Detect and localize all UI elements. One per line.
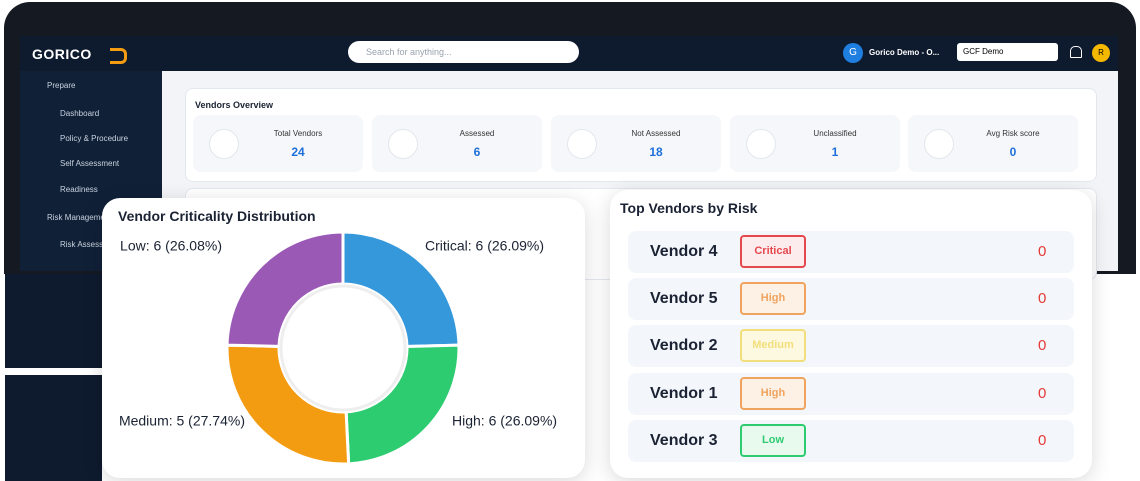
logo-mark	[110, 48, 127, 64]
vendor-row[interactable]: Vendor 2 Medium 0	[628, 325, 1074, 367]
stat-label: Unclassified	[813, 129, 857, 138]
vendor-row[interactable]: Vendor 3 Low 0	[628, 420, 1074, 462]
donut-slice	[225, 230, 345, 348]
nav-item[interactable]: Prepare	[47, 81, 76, 90]
vendor-name: Vendor 3	[650, 432, 718, 449]
slice-label: Critical: 6 (26.09%)	[425, 238, 544, 254]
vendor-name: Vendor 2	[650, 337, 718, 354]
stat-card: Unclassified 1	[730, 115, 900, 172]
stat-card: Avg Risk score 0	[908, 115, 1078, 172]
risk-badge: Medium	[740, 329, 806, 362]
nav-item[interactable]: Risk Management	[47, 213, 112, 222]
donut-chart: Critical: 6 (26.09%) High: 6 (26.09%) Medi…	[119, 230, 557, 466]
vendor-row[interactable]: Vendor 5 High 0	[628, 278, 1074, 320]
overview-title: Vendors Overview	[195, 100, 274, 110]
risk-badge: Critical	[740, 235, 806, 268]
nav-item[interactable]: Dashboard	[60, 109, 100, 118]
stat-value: 24	[291, 145, 305, 159]
risk-score: 0	[1038, 432, 1047, 449]
vendor-row[interactable]: Vendor 1 High 0	[628, 373, 1074, 415]
stat-value: 0	[1009, 145, 1017, 159]
user-icon[interactable]: G	[843, 43, 863, 63]
chart-title: Vendor Criticality Distribution	[118, 208, 316, 224]
risk-badge: High	[740, 377, 806, 410]
avatar[interactable]: R	[1092, 44, 1110, 62]
stat-label: Assessed	[459, 129, 495, 138]
donut-slice	[225, 343, 351, 466]
nav-item[interactable]: Policy & Procedure	[60, 134, 129, 143]
vendor-row[interactable]: Vendor 4 Critical 0	[628, 231, 1074, 273]
stat-label: Total Vendors	[273, 129, 323, 138]
stat-icon	[388, 129, 418, 159]
stat-card: Not Assessed 18	[551, 115, 721, 172]
nav-item[interactable]: Risk Assessment	[60, 240, 121, 249]
device-base	[5, 375, 102, 481]
vendor-name: Vendor 5	[650, 290, 718, 307]
framework-select[interactable]: GCF Demo	[957, 43, 1058, 61]
stat-icon	[209, 129, 239, 159]
stat-value: 1	[831, 145, 839, 159]
risk-score: 0	[1038, 385, 1047, 402]
user-name[interactable]: Gorico Demo - O...	[869, 48, 940, 57]
stat-label: Not Assessed	[631, 129, 681, 138]
risk-badge: Low	[740, 424, 806, 457]
search-placeholder: Search for anything...	[366, 47, 452, 57]
top-vendors-card: Top Vendors by Risk Vendor 4 Critical 0 Ven…	[610, 190, 1092, 478]
donut-hole-shadow	[279, 284, 407, 412]
stat-card: Assessed 6	[372, 115, 542, 172]
bell-icon[interactable]	[1070, 46, 1082, 58]
stat-icon	[746, 129, 776, 159]
stat-label: Avg Risk score	[986, 129, 1040, 138]
nav-item[interactable]: Readiness	[60, 185, 98, 194]
risk-score: 0	[1038, 243, 1047, 260]
stat-icon	[567, 129, 597, 159]
slice-label: Medium: 5 (27.74%)	[119, 413, 245, 429]
slice-label: High: 6 (26.09%)	[452, 413, 557, 429]
search-box[interactable]: Search for anything...	[348, 41, 579, 63]
risk-score: 0	[1038, 290, 1047, 307]
criticality-card: Vendor Criticality Distribution Critical…	[102, 198, 585, 478]
card-title: Top Vendors by Risk	[620, 200, 758, 216]
logo: GORICO	[32, 46, 92, 62]
stat-value: 18	[649, 145, 663, 159]
vendor-name: Vendor 1	[650, 385, 718, 402]
stat-card: Total Vendors 24	[193, 115, 363, 172]
donut-slice	[341, 230, 461, 348]
risk-score: 0	[1038, 337, 1047, 354]
stat-value: 6	[473, 145, 481, 159]
vendor-name: Vendor 4	[650, 243, 718, 260]
slice-label: Low: 6 (26.08%)	[120, 238, 222, 254]
device-base	[5, 274, 102, 368]
app-bar: GORICO Search for anything... G Gorico D…	[20, 36, 1118, 71]
nav-item[interactable]: Self Assessment	[60, 159, 120, 168]
donut-slice	[344, 343, 461, 466]
stat-icon	[924, 129, 954, 159]
risk-badge: High	[740, 282, 806, 315]
